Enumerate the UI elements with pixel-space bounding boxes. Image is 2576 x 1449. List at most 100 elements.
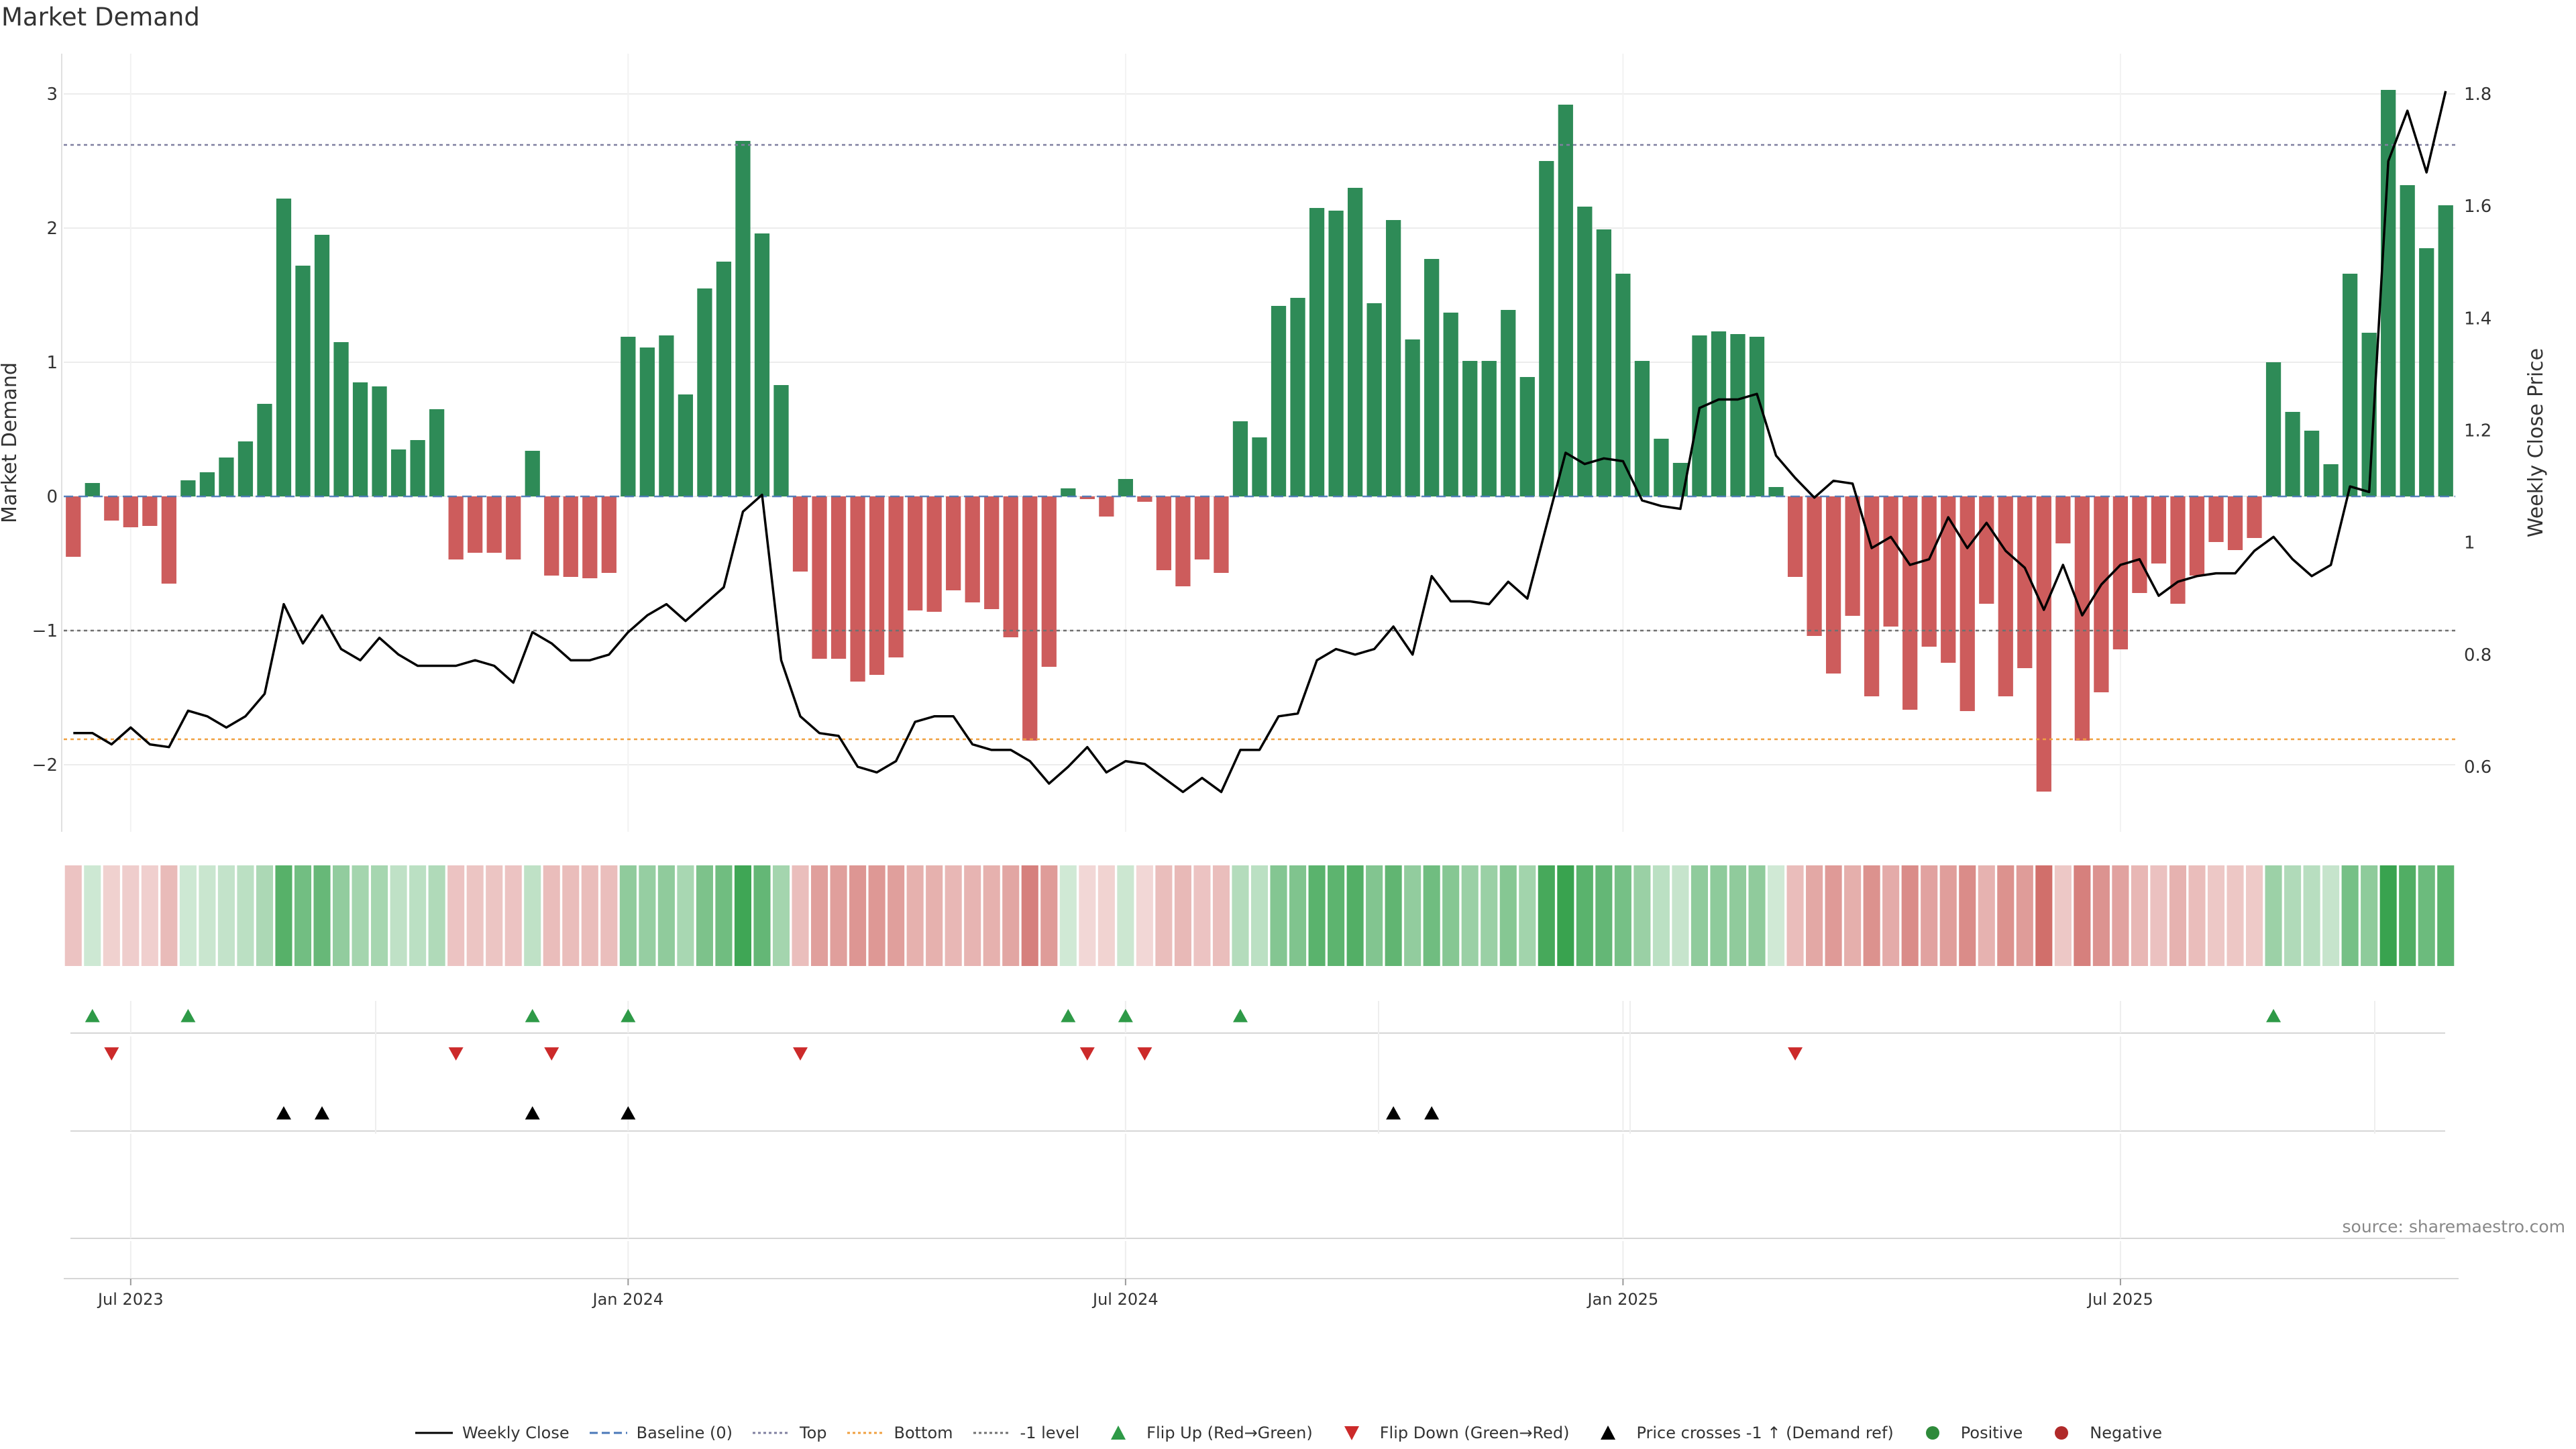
demand-bar <box>1902 496 1918 710</box>
legend-swatch-icon <box>589 1432 627 1434</box>
demand-bar <box>1194 496 1210 559</box>
demand-strip-cell <box>543 865 560 966</box>
demand-strip-cell <box>2054 865 2072 966</box>
demand-bar <box>1615 274 1631 496</box>
flip-down-marker <box>1788 1047 1803 1061</box>
demand-bar <box>659 335 674 496</box>
demand-strip-cell <box>447 865 465 966</box>
demand-strip-cell <box>830 865 847 966</box>
demand-strip-cell <box>275 865 292 966</box>
demand-bar <box>888 496 904 657</box>
demand-strip-cell <box>1021 865 1038 966</box>
legend-label: Top <box>800 1424 827 1442</box>
demand-strip-cell <box>1614 865 1631 966</box>
demand-strip-cell <box>371 865 388 966</box>
demand-bar <box>2132 496 2147 593</box>
demand-bar <box>639 347 655 496</box>
demand-bar <box>1003 496 1018 637</box>
x-tick-label: Jan 2024 <box>591 1290 663 1309</box>
demand-bar <box>1156 496 1172 570</box>
demand-strip-cell <box>1328 865 1345 966</box>
demand-strip-cell <box>696 865 713 966</box>
demand-strip-cell <box>619 865 637 966</box>
demand-strip-cell <box>562 865 580 966</box>
demand-strip-cell <box>1059 865 1077 966</box>
legend-label: Bottom <box>894 1424 953 1442</box>
demand-strip-cell <box>2245 865 2263 966</box>
y2-tick-label: 1.2 <box>2464 421 2491 441</box>
demand-bar <box>506 496 521 559</box>
price-cross-marker <box>1424 1106 1440 1120</box>
legend-item: -1 level <box>972 1424 1079 1442</box>
legend-label: Positive <box>1960 1424 2023 1442</box>
demand-bar <box>544 496 559 576</box>
demand-bar <box>2265 362 2282 496</box>
demand-strip-cell <box>1710 865 1727 966</box>
demand-bar <box>1825 496 1841 674</box>
demand-bar <box>1979 496 1994 604</box>
x-tick-label: Jul 2024 <box>1091 1290 1159 1309</box>
demand-bar <box>1290 298 1305 496</box>
flip-up-marker <box>621 1009 636 1022</box>
legend-label: Negative <box>2090 1424 2163 1442</box>
demand-bar <box>2343 274 2358 496</box>
demand-bar <box>257 404 272 496</box>
demand-strip-cell <box>466 865 484 966</box>
demand-strip-cell <box>1786 865 1804 966</box>
demand-bar <box>1252 437 1267 496</box>
demand-bar <box>1941 496 1956 663</box>
demand-strip-cell <box>2303 865 2320 966</box>
demand-bar <box>2151 496 2167 564</box>
demand-strip-cell <box>1040 865 1058 966</box>
demand-strip-cell <box>810 865 828 966</box>
x-tick-label: Jan 2025 <box>1587 1290 1659 1309</box>
demand-bar <box>1501 310 1516 496</box>
legend-swatch-icon <box>753 1432 790 1434</box>
demand-strip-cell <box>84 865 101 966</box>
demand-bar <box>678 394 694 496</box>
demand-strip-cell <box>1289 865 1307 966</box>
demand-strip-cell <box>1193 865 1211 966</box>
demand-strip-cell <box>2035 865 2053 966</box>
demand-strip-cell <box>1155 865 1173 966</box>
demand-bar <box>333 342 349 496</box>
demand-bar <box>1711 331 1727 496</box>
demand-bar <box>563 496 578 577</box>
demand-bar <box>1654 439 1669 496</box>
demand-strip-cell <box>1270 865 1287 966</box>
demand-bar <box>869 496 885 675</box>
demand-bar <box>410 440 425 496</box>
demand-bar <box>984 496 1000 609</box>
demand-strip-cell <box>926 865 943 966</box>
y-tick-label: 2 <box>46 219 58 239</box>
demand-bar <box>908 496 923 610</box>
price-cross-marker <box>1386 1106 1401 1120</box>
demand-bar <box>1462 361 1478 496</box>
demand-bar <box>2400 185 2415 496</box>
y-tick-label: 1 <box>46 353 58 373</box>
demand-bar <box>697 288 712 496</box>
demand-strip-cell <box>256 865 274 966</box>
demand-bar <box>1845 496 1860 616</box>
legend-swatch-icon <box>973 1432 1011 1434</box>
demand-strip-cell <box>1633 865 1651 966</box>
demand-bar <box>448 496 464 559</box>
demand-bar <box>2438 205 2453 496</box>
demand-strip-cell <box>1423 865 1440 966</box>
demand-strip-cell <box>715 865 733 966</box>
demand-strip-cell <box>2322 865 2340 966</box>
demand-bar <box>352 382 368 496</box>
demand-strip-cell <box>524 865 541 966</box>
demand-strip-cell <box>2399 865 2416 966</box>
demand-bar <box>2189 496 2205 576</box>
demand-strip-cell <box>1576 865 1593 966</box>
demand-strip-cell <box>1232 865 1249 966</box>
demand-strip-cell <box>1136 865 1153 966</box>
demand-bar <box>1232 421 1248 496</box>
demand-strip-cell <box>1863 865 1880 966</box>
demand-strip-cell <box>332 865 350 966</box>
demand-strip-cell <box>677 865 694 966</box>
demand-bar <box>1061 488 1076 496</box>
demand-strip-cell <box>199 865 216 966</box>
demand-bar <box>1041 496 1057 667</box>
